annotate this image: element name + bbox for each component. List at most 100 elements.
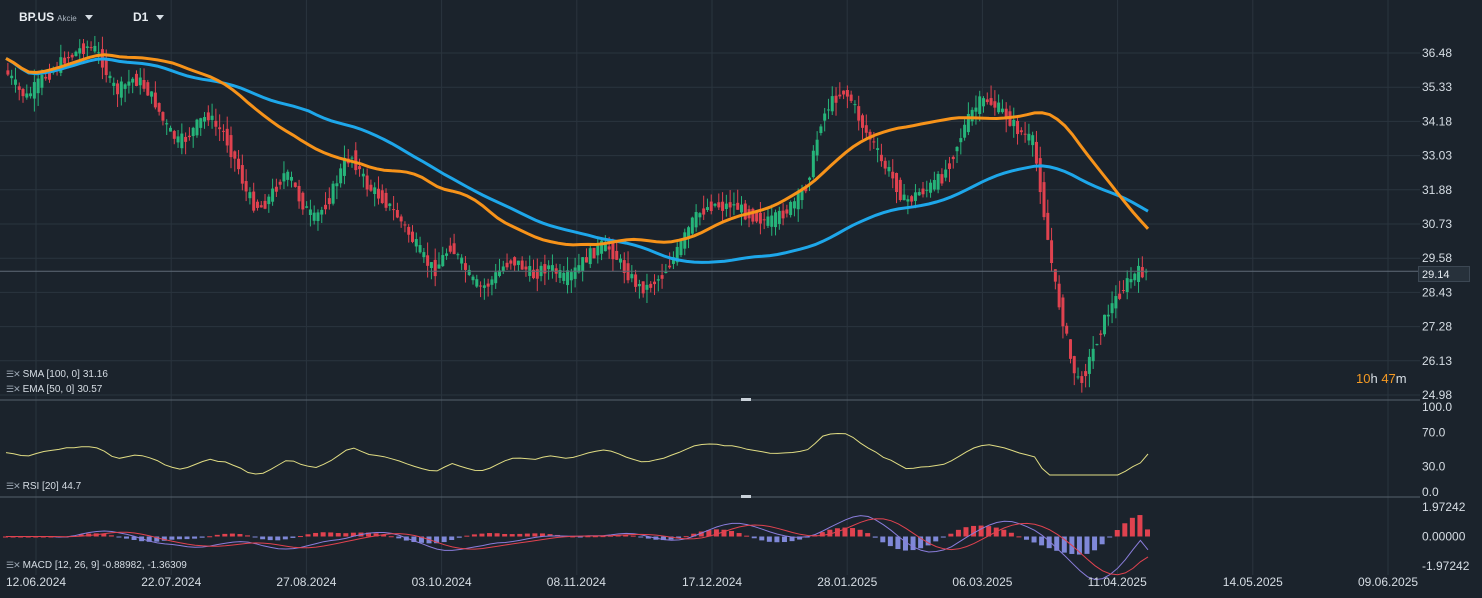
price-axis[interactable]: 36.48 35.33 34.18 33.03 31.88 30.73 29.58 28.43… [1422, 46, 1452, 402]
macd-bar [411, 536, 417, 543]
macd-bar [986, 526, 992, 537]
candle [929, 179, 933, 198]
candle [883, 157, 887, 175]
symbol-label: BP.US [19, 10, 55, 24]
candle [785, 204, 789, 218]
list-close-icon[interactable]: ☰✕ [6, 384, 21, 394]
time-tick-label: 09.06.2025 [1358, 575, 1418, 589]
candle [694, 204, 698, 232]
candle [902, 184, 906, 201]
ema-legend[interactable]: ☰✕ EMA [50, 0] 30.57 [6, 384, 102, 395]
candle [44, 73, 48, 81]
candle [819, 124, 823, 136]
candle [290, 171, 293, 188]
sma-legend[interactable]: ☰✕ SMA [100, 0] 31.16 [6, 369, 108, 380]
candle [1050, 227, 1054, 272]
list-close-icon[interactable]: ☰✕ [6, 560, 21, 570]
macd-bar [955, 529, 961, 537]
macd-bar [418, 536, 424, 543]
candle [974, 95, 978, 125]
candle [925, 180, 929, 198]
macd-axis: 1.97242 0.00000 -1.97242 [1422, 500, 1470, 573]
list-close-icon[interactable]: ☰✕ [6, 369, 21, 379]
macd-bar [910, 536, 916, 551]
candle [789, 200, 793, 218]
candle [331, 180, 335, 206]
macd-bar [456, 536, 462, 538]
candle [59, 44, 63, 77]
macd-bar [222, 533, 228, 537]
candle [615, 241, 619, 261]
candle [89, 41, 93, 51]
candle [1061, 294, 1065, 339]
macd-bar [328, 532, 334, 537]
candle [403, 221, 407, 233]
macd-bar [381, 534, 387, 537]
candle [210, 103, 214, 129]
candle [150, 91, 154, 104]
candle [10, 69, 14, 85]
sma-label: SMA [100, 0] [22, 369, 80, 380]
candle [392, 196, 396, 221]
macd-bar [1129, 517, 1135, 537]
candle [675, 242, 679, 266]
candle [834, 87, 838, 116]
candle [501, 260, 505, 275]
current-price-tag: 29.14 [1418, 266, 1470, 282]
macd-bar [176, 536, 182, 540]
macd-bar [781, 536, 787, 543]
macd-signal-line [6, 518, 1149, 576]
candle [1068, 339, 1072, 364]
macd-legend[interactable]: ☰✕ MACD [12, 26, 9] -0.88982, -1.36309 [6, 560, 187, 571]
macd-bar [1031, 536, 1037, 543]
macd-tick-label: -1.97242 [1422, 559, 1470, 573]
rsi-pane-resize-handle[interactable] [741, 495, 751, 498]
macd-bar [630, 535, 636, 537]
candle [203, 111, 207, 129]
candle [849, 90, 853, 104]
candle [1084, 363, 1088, 388]
candle [36, 72, 40, 106]
macd-bar [819, 532, 825, 537]
candle [346, 149, 350, 168]
rsi-legend[interactable]: ☰✕ RSI [20] 44.7 [6, 481, 81, 492]
candle [411, 225, 415, 244]
candle [826, 98, 830, 120]
time-axis[interactable]: 12.06.2024 22.07.2024 27.08.2024 03.10.2024… [6, 575, 1418, 589]
candle [584, 248, 588, 263]
candle [1121, 280, 1125, 294]
macd-bar [706, 530, 712, 537]
candle [895, 172, 899, 204]
macd-bar [373, 533, 379, 537]
candle [301, 191, 305, 215]
candle [978, 90, 982, 122]
macd-bar [592, 536, 598, 538]
macd-bar [199, 536, 205, 538]
candle [626, 251, 630, 284]
sma-value: 31.16 [82, 369, 108, 380]
candle [165, 119, 169, 135]
macd-bar [449, 536, 455, 540]
candle [1046, 199, 1050, 241]
macd-bar [207, 536, 213, 538]
candle [721, 192, 725, 223]
candle [127, 69, 131, 94]
candle [864, 114, 868, 139]
candle [891, 159, 895, 189]
candle [85, 40, 89, 60]
symbol-selector[interactable]: BP.US Akcie [19, 10, 93, 24]
list-close-icon[interactable]: ☰✕ [6, 481, 21, 491]
candle [876, 137, 880, 163]
candle [116, 79, 120, 108]
macd-bar [827, 529, 833, 537]
timeframe-selector[interactable]: D1 [133, 10, 165, 24]
macd-bar [600, 536, 606, 538]
candle [407, 224, 411, 243]
price-pane-resize-handle[interactable] [741, 398, 751, 401]
candle [78, 39, 82, 63]
candle [853, 100, 857, 114]
candle [187, 127, 191, 141]
candle [656, 275, 660, 292]
macd-bar [744, 535, 750, 537]
